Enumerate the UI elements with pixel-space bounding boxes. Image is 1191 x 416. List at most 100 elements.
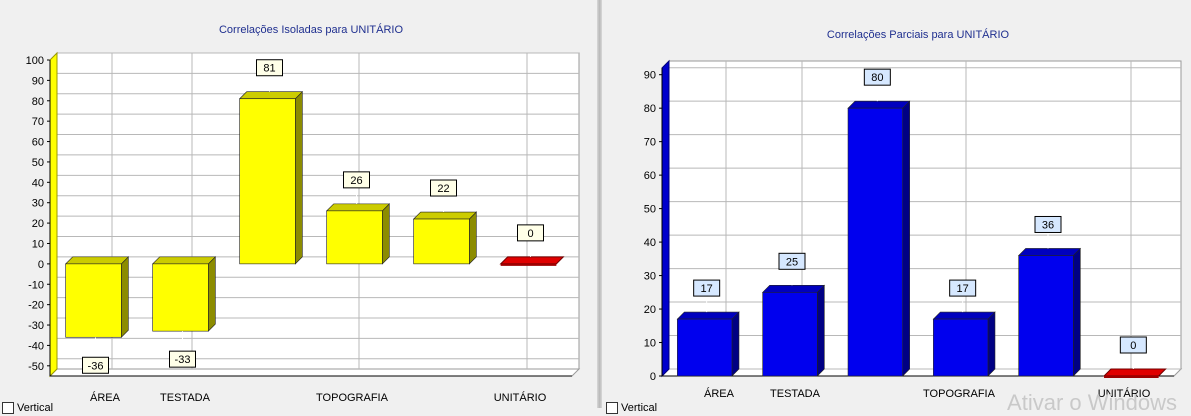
y-tick-label: 10 (32, 238, 44, 250)
value-label-box (343, 171, 370, 189)
value-label: 81 (263, 63, 275, 75)
bar-side (121, 256, 129, 338)
bar (64, 256, 130, 338)
plot-floor (660, 368, 1183, 377)
bar-top (151, 256, 217, 265)
category-label: TOPOGRAFIA (923, 388, 996, 400)
value-label-box (430, 179, 457, 197)
bar (847, 100, 911, 377)
y-tick-label: -20 (28, 300, 44, 312)
category-label: UNITÁRIO (1098, 387, 1151, 400)
checkbox-box[interactable] (2, 402, 14, 414)
bar-front (677, 318, 733, 377)
bar-front (413, 218, 470, 265)
bar-front (847, 107, 903, 377)
vertical-checkbox-right[interactable]: Vertical (606, 402, 657, 414)
plot-floor (48, 368, 581, 377)
right-chart-panel: Correlações Parciais para UNITÁRIO 90 80 70… (602, 0, 1191, 415)
y-tick-label: 30 (32, 198, 44, 210)
value-label-box (517, 224, 544, 242)
value-label: -36 (88, 360, 104, 372)
bar-side (1073, 247, 1081, 377)
y-tick-label: 20 (644, 304, 656, 316)
bar-front (152, 263, 209, 332)
value-label-box (693, 279, 721, 297)
y-tick-label: 20 (32, 218, 44, 230)
category-label: TOPOGRAFIA (316, 392, 389, 404)
partial-correlations-chart: Correlações Parciais para UNITÁRIO 90 80 70… (644, 28, 1183, 400)
bar-front (1018, 255, 1074, 377)
chart-title: Correlações Parciais para UNITÁRIO (827, 28, 1010, 41)
bar-top (932, 311, 996, 320)
y-tick-label: 100 (26, 55, 44, 67)
bar-top (847, 100, 911, 109)
value-label: 0 (1130, 340, 1136, 352)
bar-front (326, 210, 383, 265)
vertical-checkbox-left[interactable]: Vertical (2, 402, 53, 414)
y-tick-label: 50 (644, 204, 656, 216)
value-label: -33 (175, 354, 191, 366)
value-label: 0 (527, 228, 533, 240)
category-label: TESTADA (160, 392, 211, 404)
category-label: ÁREA (90, 391, 121, 404)
y-tick-label: -40 (28, 340, 44, 352)
bar-top (1102, 368, 1167, 377)
bar-side (469, 211, 477, 265)
y-tick-label: 0 (38, 259, 44, 271)
bar (932, 311, 996, 377)
y-tick-label: 80 (644, 103, 656, 115)
plot-back-wall (56, 52, 580, 370)
y-axis-wall (661, 59, 670, 378)
bar-top (412, 211, 478, 220)
y-axis-wall (49, 51, 58, 378)
bar-side (208, 256, 216, 332)
bar-side (817, 284, 825, 377)
y-tick-label: -50 (28, 361, 44, 373)
y-tick-label: 70 (32, 116, 44, 128)
bar-side (295, 91, 303, 265)
isolated-correlations-chart: Correlações Isoladas para UNITÁRIO100908… (26, 23, 581, 404)
plot-back-wall (668, 60, 1182, 370)
y-tick-label: 30 (644, 271, 656, 283)
bar-front (500, 263, 557, 266)
value-label-box (169, 350, 196, 368)
y-tick-label: 70 (644, 137, 656, 149)
value-label: 26 (350, 175, 362, 187)
bar-front (65, 263, 122, 338)
panel-splitter[interactable] (597, 0, 602, 408)
vertical-label: Vertical (621, 402, 658, 414)
y-tick-label: -30 (28, 320, 44, 332)
bar (412, 211, 478, 265)
category-label: TESTADA (770, 388, 821, 400)
y-tick-label: 60 (32, 137, 44, 149)
y-tick-label: 90 (644, 70, 656, 82)
bar-top (238, 91, 304, 100)
value-label: 17 (957, 283, 969, 295)
y-tick-label: 50 (32, 157, 44, 169)
bar (1102, 368, 1167, 378)
windows-activation-watermark: Ativar o Windows (1007, 390, 1177, 415)
checkbox-box[interactable] (606, 402, 618, 414)
chart-title: Correlações Isoladas para UNITÁRIO (219, 23, 403, 36)
left-chart-panel: Correlações Isoladas para UNITÁRIO 100 90 8… (0, 0, 597, 414)
y-tick-label: 40 (32, 177, 44, 189)
value-label: 36 (1042, 219, 1054, 231)
y-tick-label: 80 (32, 96, 44, 108)
value-label-box (1034, 215, 1062, 233)
y-tick-label: -10 (28, 279, 44, 291)
bar (238, 91, 304, 265)
bar (325, 203, 391, 265)
category-label: ÁREA (704, 387, 735, 400)
bar (1017, 247, 1082, 377)
bar-front (1104, 376, 1159, 378)
bar-side (731, 311, 740, 377)
vertical-label: Vertical (17, 402, 54, 414)
value-label: 25 (786, 256, 798, 268)
value-label-box (949, 279, 977, 297)
bar (499, 256, 565, 266)
category-label: UNITÁRIO (494, 391, 547, 404)
bar-top (499, 256, 565, 265)
bar-top (676, 311, 740, 320)
value-label: 22 (437, 183, 449, 195)
value-label-box (1119, 336, 1147, 354)
